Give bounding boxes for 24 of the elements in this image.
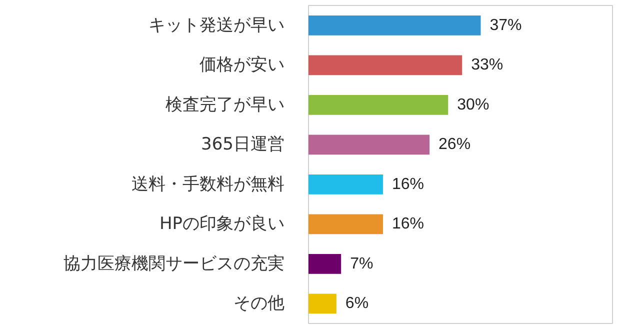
bar (308, 174, 383, 194)
bar (308, 55, 462, 76)
bar (308, 94, 448, 115)
bar (308, 134, 430, 155)
bar (308, 294, 336, 314)
data-label: 33% (471, 56, 504, 74)
bar (308, 214, 383, 234)
y-tick-label: HPの印象が良い (159, 214, 285, 234)
y-tick-label: キット発送が早い (148, 15, 284, 36)
y-tick-label: 検査完了が早い (166, 94, 284, 115)
y-tick-label: 協力医療機関サービスの充実 (64, 254, 284, 274)
bar (308, 15, 481, 36)
y-tick-label: 送料・手数料が無料 (132, 174, 284, 194)
bar (308, 254, 342, 274)
y-tick-label: 365日運営 (201, 134, 285, 155)
data-label: 30% (457, 96, 490, 114)
y-tick-label: その他 (234, 294, 284, 314)
data-label: 16% (392, 216, 424, 233)
data-label: 16% (392, 176, 424, 193)
data-label: 37% (490, 16, 522, 34)
data-label: 26% (438, 136, 471, 154)
data-label: 6% (345, 295, 369, 312)
data-label: 7% (350, 255, 374, 272)
y-tick-label: 価格が安い (200, 55, 284, 76)
